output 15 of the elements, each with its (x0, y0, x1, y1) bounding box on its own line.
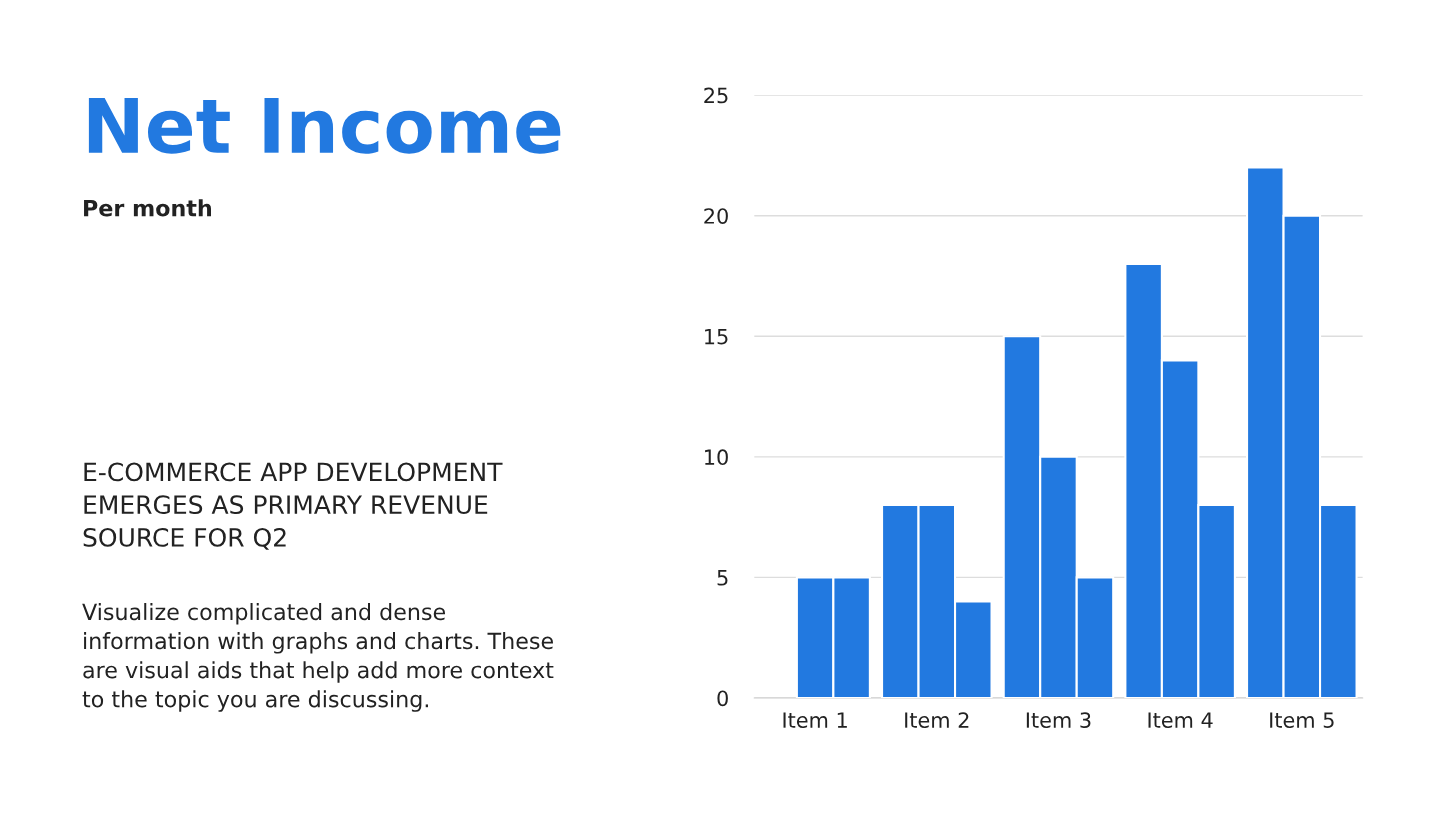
y-tick-label: 10 (705, 449, 728, 466)
y-tick-label: 15 (705, 328, 728, 345)
y-tick-label: 5 (717, 570, 728, 586)
x-tick-label: Item 3 (1026, 712, 1091, 728)
y-tick-label: 0 (717, 690, 728, 707)
x-tick-label: Item 5 (1270, 712, 1334, 728)
x-tick-label: Item 1 (783, 712, 847, 728)
x-tick-label: Item 2 (905, 712, 969, 728)
text: Per month (84, 199, 211, 217)
y-tick-label: 20 (704, 208, 728, 224)
text: E-COMMERCE APP DEVELOPMENT EMERGES AS PRIMARY REVENUE SOURCE FOR Q2 (83, 462, 503, 550)
chart-title: Net Income (88, 98, 561, 154)
y-tick-label: 25 (704, 87, 728, 104)
x-tick-label: Item 4 (1148, 712, 1213, 728)
text: Visualize complicated and dense information with graphs and charts. These are visual aids that help add more context to the topic you are discussing. (82, 603, 554, 712)
